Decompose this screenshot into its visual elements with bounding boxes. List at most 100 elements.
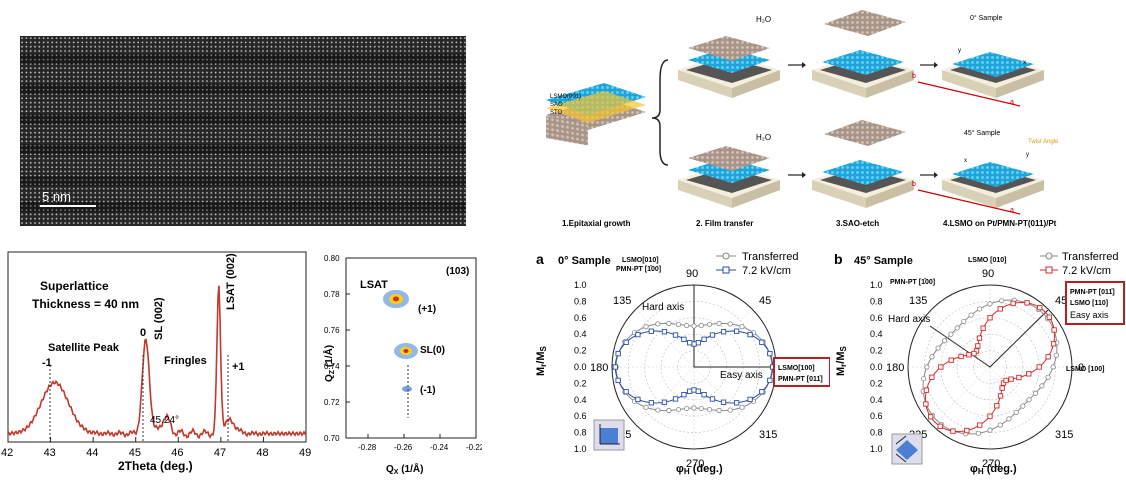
- field-point: [923, 387, 930, 393]
- xrd-tick: 47: [214, 447, 226, 459]
- polar-b-legend2: 7.2 kV/cm: [1062, 265, 1111, 277]
- polar-b-inset: [891, 433, 923, 465]
- polar-angle-label: 0: [1078, 362, 1084, 374]
- grey-point: [975, 430, 981, 436]
- polar-rtick: 0.2: [574, 346, 587, 356]
- grey-point: [643, 404, 649, 410]
- xrd-angle: 45.24°: [150, 415, 179, 426]
- field-point: [661, 329, 668, 335]
- field-point: [767, 377, 773, 384]
- grey-point: [706, 321, 713, 328]
- grey-point: [739, 324, 745, 330]
- field-point: [681, 336, 687, 342]
- field-point: [971, 350, 977, 357]
- polar-a-top1: LSMO[010]: [622, 257, 659, 264]
- rsm-sl0: SL(0): [420, 345, 445, 356]
- field-point: [734, 328, 740, 334]
- polar-a-legend2: 7.2 kV/cm: [742, 265, 791, 277]
- polar-rtick: 1.0: [870, 280, 883, 290]
- stack-label-1: SAO: [550, 102, 563, 108]
- xrd-xlabel: 2Theta (deg.): [118, 459, 193, 473]
- polar-b-xlabel: φH (deg.): [970, 463, 1017, 476]
- field-point: [1036, 364, 1042, 370]
- polar-rtick: 0.4: [870, 329, 883, 339]
- grey-point: [675, 321, 682, 328]
- polar-rtick: 0.6: [574, 411, 587, 421]
- rsm-frame: [345, 257, 477, 439]
- grey-point: [684, 405, 690, 412]
- step-3: 3.SAO-etch: [836, 219, 879, 228]
- polar-rtick: 0.8: [574, 428, 587, 438]
- polar-angle-label: 180: [886, 362, 904, 374]
- rsm-panel: -0.28 -0.26 -0.24 -0.22 0.80 0.78 0.76 0.74 0.72…: [322, 240, 485, 476]
- grey-point: [727, 407, 733, 413]
- field-point: [623, 389, 629, 395]
- grey-point: [1050, 364, 1056, 370]
- h2o-1: H₂O: [756, 15, 771, 24]
- grey-point: [1013, 409, 1019, 416]
- field-point: [975, 343, 981, 349]
- polar-rtick: 0.0: [574, 362, 587, 372]
- field-point: [1046, 314, 1052, 320]
- field-point: [759, 389, 765, 395]
- polar-b-ylabel: Mr/MS: [835, 345, 848, 376]
- twist-label: Twist Angle: [1028, 139, 1059, 145]
- field-point: [635, 396, 641, 403]
- polar-rtick: 0.6: [870, 411, 883, 421]
- step-1: 1.Epitaxial growth: [562, 219, 631, 228]
- field-point: [958, 353, 964, 360]
- rsm-p1: (+1): [418, 304, 436, 315]
- rsm-ytick: 0.70: [324, 434, 340, 443]
- xrd-panel: 42 43 44 45 46 47 48 49 Superlattice Thickness …: [0, 240, 320, 476]
- field-point: [1024, 300, 1030, 306]
- field-point: [691, 341, 697, 347]
- polar-rtick: 0.4: [870, 395, 883, 405]
- field-point: [661, 399, 668, 405]
- axis-x-0: x: [1023, 60, 1026, 66]
- field-point: [987, 413, 993, 419]
- field-point: [1037, 305, 1043, 311]
- field-point: [759, 339, 765, 345]
- field-point: [701, 392, 707, 398]
- xrd-fringes: Fringles: [164, 355, 207, 367]
- field-point: [734, 400, 740, 406]
- rsm-ytick: 0.74: [324, 362, 340, 371]
- grey-point: [706, 406, 713, 413]
- field-point: [923, 401, 929, 407]
- field-point: [976, 335, 983, 341]
- polar-angle-label: 45: [759, 295, 771, 307]
- scale-label: 5 nm: [42, 189, 71, 204]
- polar-rtick: 0.6: [870, 313, 883, 323]
- tem-image: 5 nm: [20, 36, 466, 226]
- polar-rtick: 0.2: [574, 378, 587, 388]
- xrd-title-1: Superlattice: [40, 279, 109, 293]
- xrd-order-p1: +1: [232, 361, 245, 373]
- xrd-curve: [7, 285, 307, 440]
- field-point: [1003, 377, 1009, 384]
- polar-rtick: 1.0: [574, 444, 587, 454]
- field-point: [709, 332, 716, 338]
- xrd-peak-sl: SL (002): [153, 297, 165, 340]
- grey-point: [999, 298, 1005, 304]
- axis-y-0: y: [958, 48, 961, 54]
- grey-point: [948, 331, 954, 337]
- polar-b-legend1: Transferred: [1062, 251, 1118, 263]
- step-2: 2. Film transfer: [696, 219, 753, 228]
- field-point: [720, 399, 727, 405]
- rsm-lsat: LSAT: [360, 279, 388, 291]
- field-point: [966, 352, 972, 358]
- polar-angle-label: 90: [982, 268, 994, 280]
- xrd-tick: 42: [1, 447, 13, 459]
- xrd-tick: 44: [86, 447, 98, 459]
- field-point: [695, 388, 701, 394]
- sample-45-label: 45° Sample: [964, 129, 1000, 137]
- grey-point: [698, 322, 704, 329]
- field-point: [623, 339, 629, 345]
- rsm-refl: (103): [446, 266, 469, 277]
- polar-angle-label: 315: [1055, 429, 1073, 441]
- grey-point: [921, 376, 927, 382]
- grey-point: [684, 322, 690, 329]
- field-point: [994, 403, 1000, 409]
- grey-point: [929, 354, 935, 360]
- grey-point: [961, 318, 967, 325]
